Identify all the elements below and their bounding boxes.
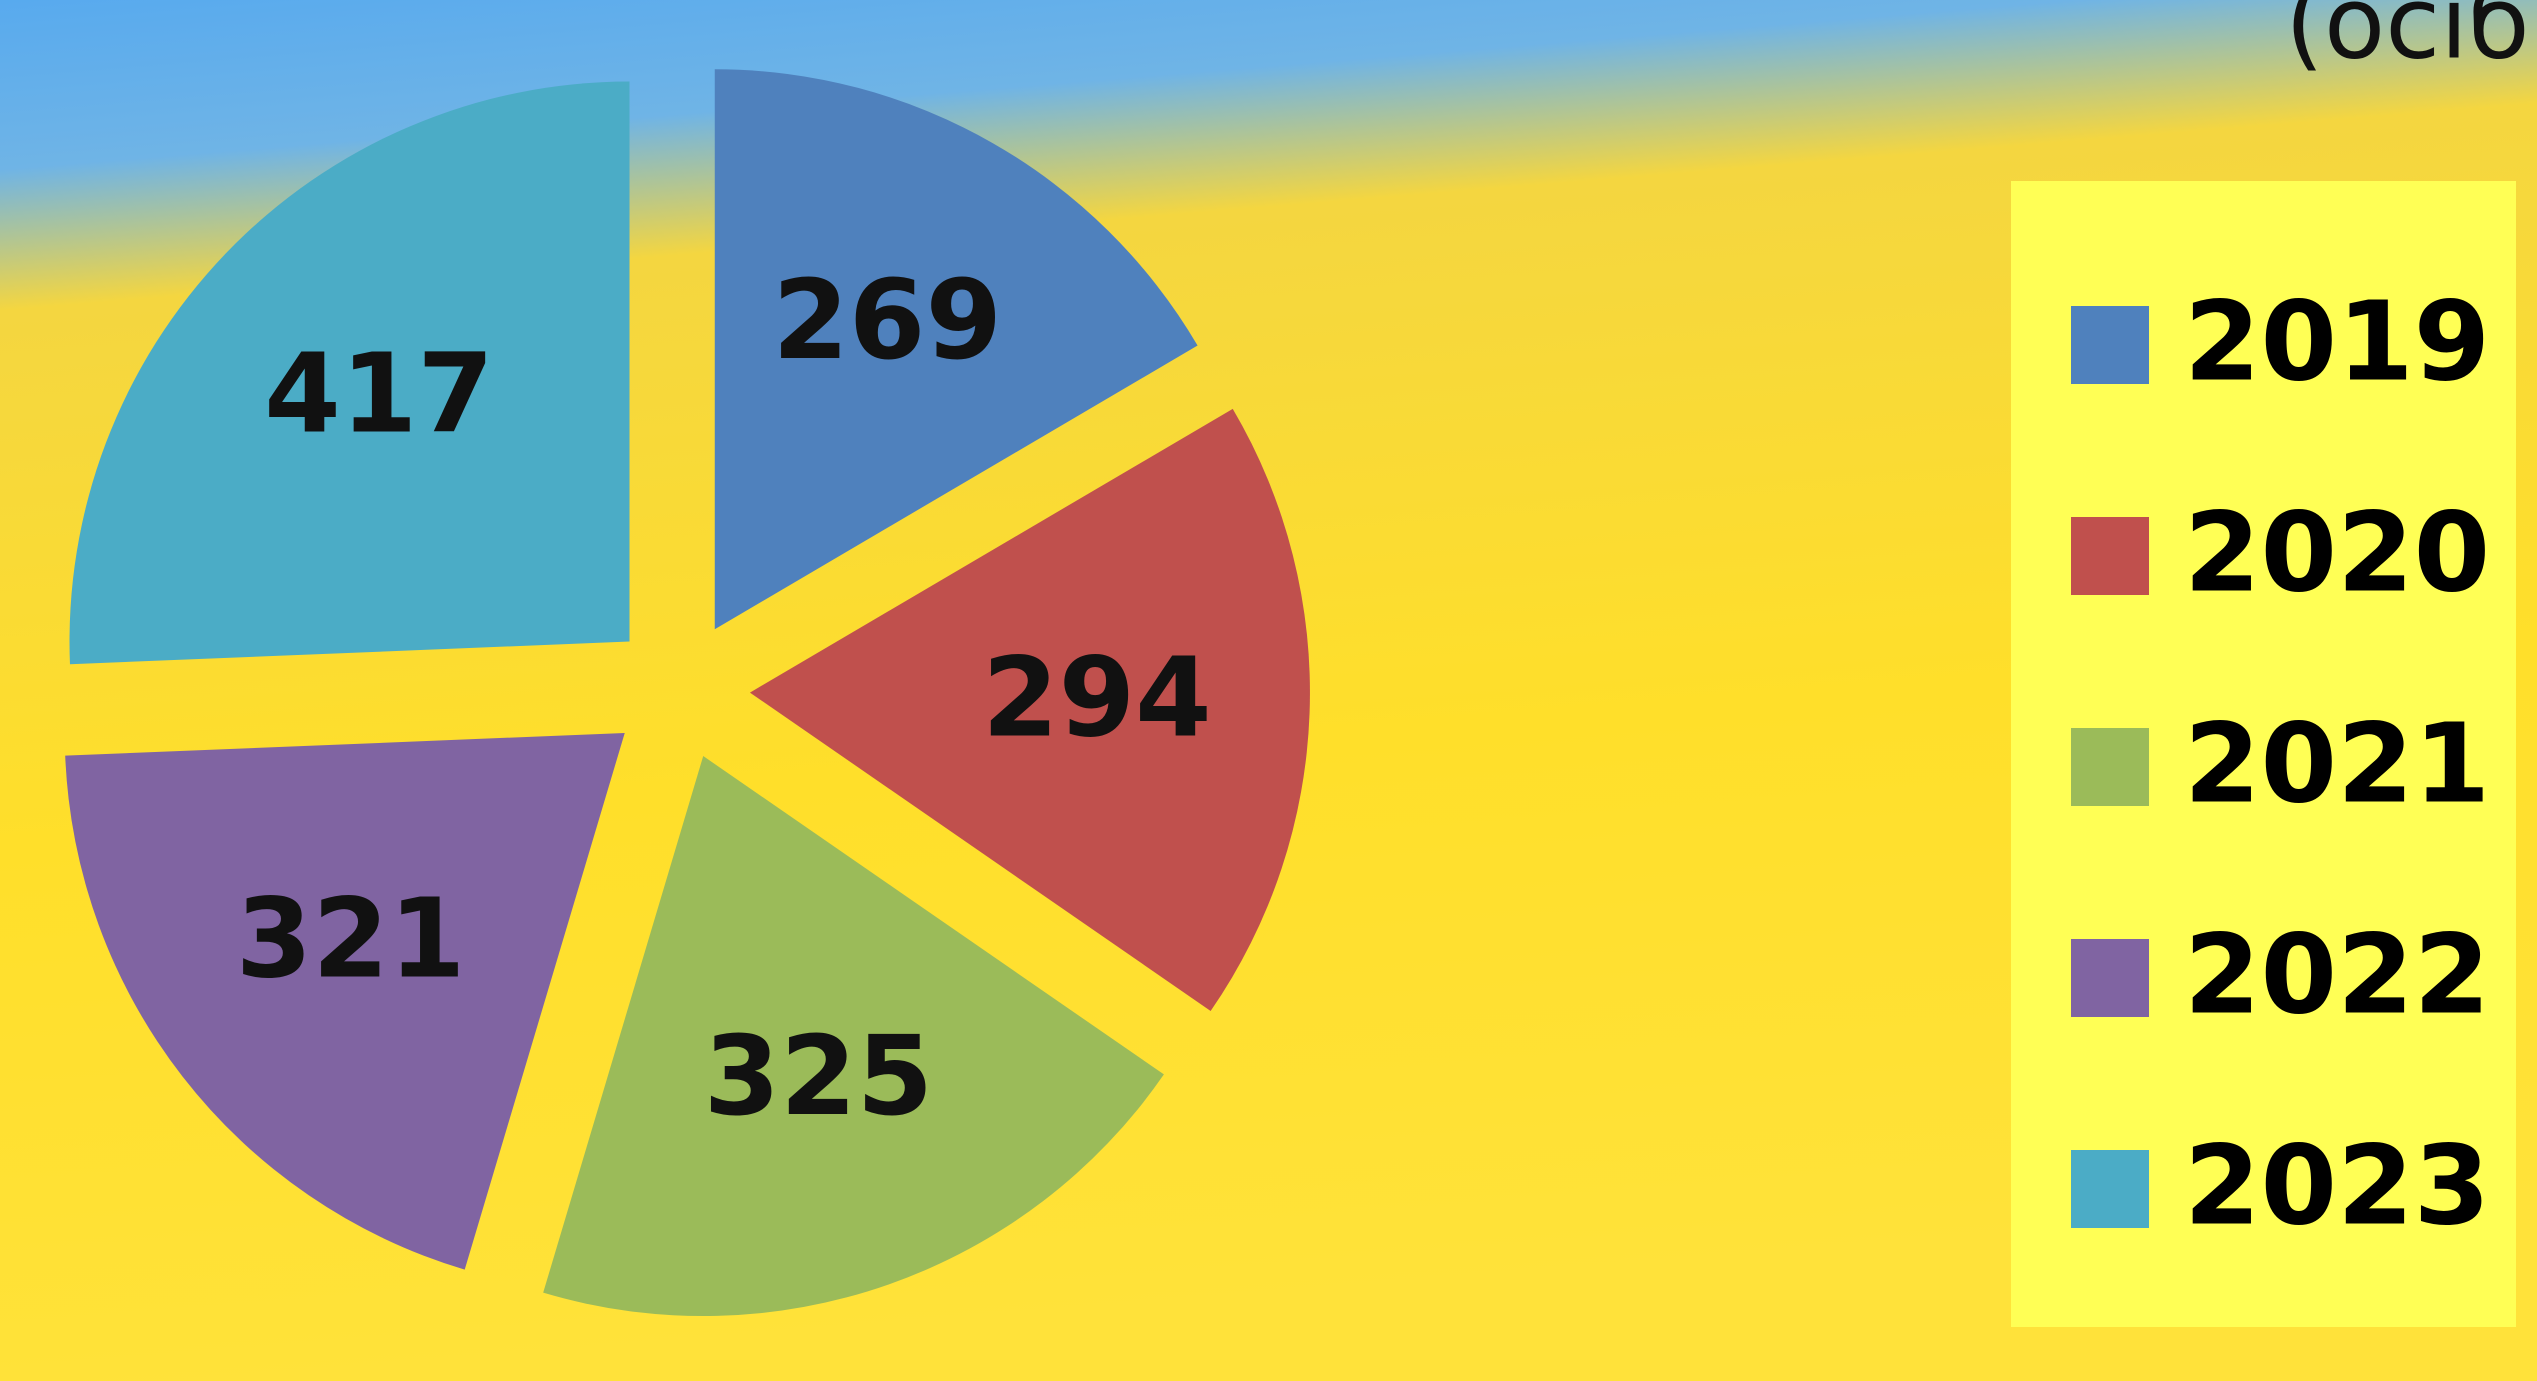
pie-slice: [543, 756, 1164, 1317]
legend-swatch: [2071, 1150, 2149, 1228]
data-label: 325: [704, 1012, 934, 1140]
legend-swatch: [2071, 306, 2149, 384]
legend-swatch: [2071, 728, 2149, 806]
data-label: 269: [772, 256, 1002, 384]
legend-label: 2019: [2184, 277, 2490, 405]
legend-label: 2022: [2184, 910, 2490, 1038]
legend-label: 2023: [2184, 1121, 2490, 1249]
data-label: 417: [264, 329, 494, 457]
legend-label: 2021: [2184, 699, 2490, 827]
legend-label: 2020: [2184, 488, 2490, 616]
legend-swatch: [2071, 939, 2149, 1017]
pie-slice: [749, 408, 1310, 1011]
pie-slice: [69, 81, 630, 665]
pie-slice: [65, 732, 625, 1270]
chart-subtitle: (осіб): [2285, 0, 2537, 81]
pie-slice: [714, 69, 1198, 630]
legend-swatch: [2071, 517, 2149, 595]
data-label: 321: [236, 874, 466, 1002]
data-label: 294: [982, 634, 1212, 762]
